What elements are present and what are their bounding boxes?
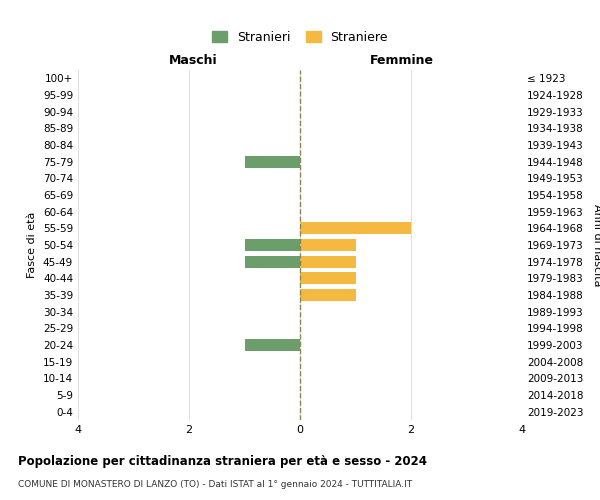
Text: Popolazione per cittadinanza straniera per età e sesso - 2024: Popolazione per cittadinanza straniera p… [18, 455, 427, 468]
Bar [300, 272, 355, 284]
Bar [300, 256, 355, 268]
Legend: Stranieri, Straniere: Stranieri, Straniere [208, 28, 392, 48]
Y-axis label: Fasce di età: Fasce di età [28, 212, 37, 278]
Bar [300, 222, 411, 234]
Text: COMUNE DI MONASTERO DI LANZO (TO) - Dati ISTAT al 1° gennaio 2024 - TUTTITALIA.I: COMUNE DI MONASTERO DI LANZO (TO) - Dati… [18, 480, 412, 489]
Bar [300, 239, 355, 251]
Text: Femmine: Femmine [370, 54, 434, 66]
Bar [245, 239, 300, 251]
Text: Maschi: Maschi [169, 54, 218, 66]
Bar [245, 339, 300, 351]
Bar [245, 256, 300, 268]
Bar [245, 156, 300, 168]
Y-axis label: Anni di nascita: Anni di nascita [592, 204, 600, 286]
Bar [300, 289, 355, 301]
